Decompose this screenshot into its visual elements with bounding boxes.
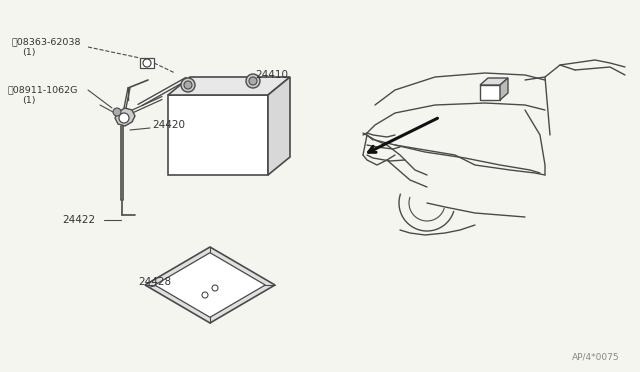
Circle shape — [184, 81, 192, 89]
Circle shape — [119, 113, 129, 123]
Polygon shape — [140, 58, 154, 68]
Circle shape — [246, 74, 260, 88]
Polygon shape — [500, 78, 508, 100]
Polygon shape — [168, 95, 268, 175]
Circle shape — [181, 78, 195, 92]
Polygon shape — [115, 108, 135, 126]
Circle shape — [113, 108, 121, 116]
Text: Ⓜ08363-62038: Ⓜ08363-62038 — [12, 38, 81, 46]
Text: AP/4*0075: AP/4*0075 — [572, 353, 620, 362]
Text: 24422: 24422 — [62, 215, 95, 225]
Polygon shape — [155, 253, 265, 317]
Text: (1): (1) — [22, 96, 35, 105]
Circle shape — [143, 59, 151, 67]
Text: Ⓛ08911-1062G: Ⓛ08911-1062G — [8, 86, 78, 94]
Circle shape — [202, 292, 208, 298]
Text: 24420: 24420 — [152, 120, 185, 130]
Polygon shape — [268, 77, 290, 175]
Polygon shape — [480, 85, 500, 100]
Polygon shape — [145, 247, 275, 323]
Text: (1): (1) — [22, 48, 35, 57]
Circle shape — [249, 77, 257, 85]
Circle shape — [212, 285, 218, 291]
Text: 24410: 24410 — [255, 70, 288, 80]
Text: 24428: 24428 — [138, 277, 171, 287]
Polygon shape — [168, 77, 290, 95]
Polygon shape — [480, 78, 508, 85]
